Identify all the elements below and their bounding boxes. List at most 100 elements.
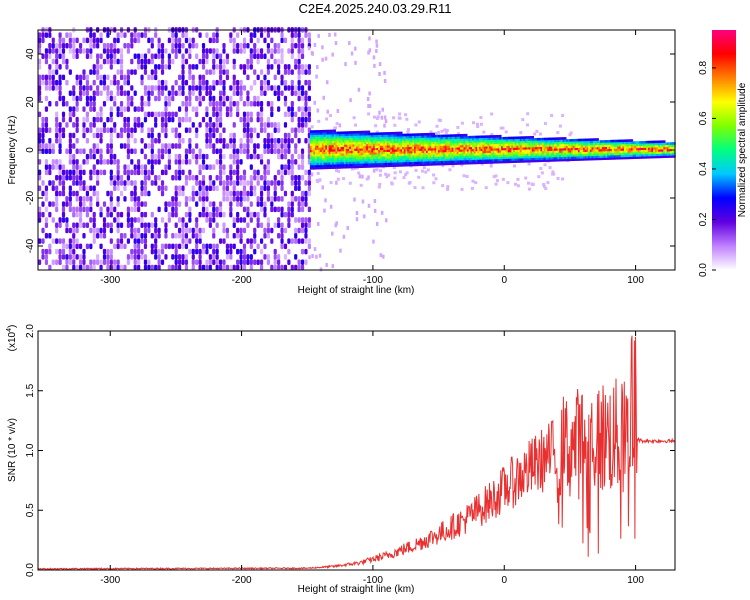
spectrogram-cell bbox=[325, 134, 328, 137]
spectrogram-cell bbox=[350, 137, 354, 141]
spectrogram-cell bbox=[75, 222, 79, 228]
spectrogram-cell bbox=[460, 159, 463, 163]
spectrogram-cell bbox=[205, 69, 209, 75]
spectrogram-cell bbox=[55, 174, 59, 181]
spectrogram-cell bbox=[381, 147, 384, 151]
spectrogram-cell bbox=[326, 153, 330, 157]
spectrogram-cell bbox=[367, 158, 371, 162]
spectrogram-cell bbox=[408, 146, 412, 150]
spectrogram-cell bbox=[259, 101, 264, 107]
spectrogram-cell bbox=[381, 143, 384, 146]
spectrogram-cell bbox=[535, 148, 538, 152]
spectrogram-cell bbox=[352, 154, 355, 158]
spectrogram-cell bbox=[313, 160, 316, 164]
spectrogram-cell bbox=[229, 174, 233, 181]
spectrogram-cell bbox=[215, 159, 219, 165]
spectrogram-cell bbox=[403, 161, 406, 165]
spectrogram-cell bbox=[201, 196, 206, 202]
spectrogram-cell bbox=[78, 180, 83, 186]
spectrogram-cell bbox=[326, 157, 330, 161]
spectrogram-cell bbox=[72, 206, 76, 213]
spectrogram-cell bbox=[137, 254, 141, 260]
spectrogram-cell bbox=[525, 151, 528, 154]
spectrogram-cell bbox=[72, 180, 76, 186]
spectrogram-cell bbox=[419, 135, 422, 138]
spectrogram-cell bbox=[232, 132, 236, 139]
spectrogram-cell bbox=[256, 217, 260, 223]
spectrogram-cell bbox=[89, 32, 93, 38]
spectrogram-cell bbox=[61, 185, 66, 192]
spectrogram-cell bbox=[174, 264, 178, 271]
spectrogram-cell bbox=[460, 155, 463, 159]
spectrogram-cell bbox=[106, 32, 110, 38]
spectrogram-cell bbox=[68, 248, 72, 255]
spectrogram-cell bbox=[313, 158, 316, 161]
spectrogram-cell bbox=[405, 161, 408, 165]
spectrogram-cell bbox=[567, 156, 570, 160]
spectrogram-cell bbox=[344, 159, 347, 163]
spectrogram-cell bbox=[581, 153, 584, 157]
spectrogram-cell bbox=[591, 149, 594, 152]
spectrogram-cell bbox=[494, 150, 497, 153]
spectrogram-cell bbox=[366, 132, 369, 136]
spectrogram-cell bbox=[326, 129, 330, 133]
spectrogram-cell bbox=[218, 111, 223, 118]
spectrogram-cell bbox=[612, 146, 615, 149]
spectrogram-cell bbox=[495, 179, 499, 183]
spectrogram-cell bbox=[102, 169, 107, 176]
spectrogram-cell bbox=[58, 122, 62, 128]
spectrogram-cell bbox=[205, 138, 209, 144]
spectrogram-cell bbox=[466, 140, 470, 143]
spectrogram-cell bbox=[395, 140, 398, 144]
spectrogram-cell bbox=[198, 233, 202, 239]
spectrogram-cell bbox=[239, 217, 243, 223]
spectrogram-cell bbox=[340, 133, 343, 137]
spectrogram-cell bbox=[119, 106, 124, 112]
spectrogram-cell bbox=[242, 111, 247, 118]
spectrogram-cell bbox=[374, 141, 377, 144]
spectrogram-cell bbox=[246, 148, 250, 155]
spectrogram-cell bbox=[82, 48, 86, 54]
spectrogram-cell bbox=[431, 145, 434, 149]
spectrogram-cell bbox=[215, 185, 219, 192]
spectrogram-cell bbox=[41, 138, 45, 144]
spectrogram-cell bbox=[603, 144, 606, 148]
spectrogram-cell bbox=[51, 58, 55, 65]
spectrogram-cell bbox=[287, 222, 291, 228]
spectrogram-cell bbox=[386, 140, 389, 144]
spectrogram-cell bbox=[637, 154, 640, 157]
spectrogram-cell bbox=[266, 138, 270, 144]
spectrogram-cell bbox=[402, 140, 405, 143]
spectrogram-cell bbox=[362, 130, 366, 134]
spectrogram-cell bbox=[383, 132, 386, 135]
spectrogram-cell bbox=[242, 248, 247, 255]
spectrogram-cell bbox=[72, 233, 76, 239]
spectrogram-cell bbox=[402, 176, 406, 180]
spectrogram-cell bbox=[576, 153, 579, 157]
spectrogram-cell bbox=[378, 182, 382, 186]
spectrogram-cell bbox=[246, 138, 250, 144]
spectrogram-cell bbox=[313, 141, 316, 144]
spectrogram-cell bbox=[449, 134, 453, 137]
spectrogram-cell bbox=[531, 153, 535, 156]
spectrogram-cell bbox=[349, 144, 352, 147]
spectrogram-cell bbox=[350, 131, 354, 134]
spectrogram-cell bbox=[355, 146, 359, 149]
spectrogram-cell bbox=[335, 146, 338, 150]
spectrogram-cell bbox=[320, 160, 323, 163]
spectrogram-cell bbox=[460, 138, 463, 141]
spectrogram-cell bbox=[405, 157, 408, 161]
spectrogram-cell bbox=[395, 144, 398, 148]
spectrogram-cell bbox=[349, 154, 352, 158]
spectrogram-cell bbox=[133, 90, 137, 96]
spectrogram-cell bbox=[290, 48, 294, 54]
spectrogram-cell bbox=[485, 161, 488, 164]
spectrogram-cell bbox=[480, 161, 483, 165]
spectrogram-cell bbox=[167, 243, 171, 250]
spectrogram-cell bbox=[99, 233, 103, 239]
spectrogram-cell bbox=[381, 153, 384, 157]
spectrogram-cell bbox=[642, 153, 646, 157]
spectrogram-cell bbox=[325, 131, 328, 135]
spectrogram-cell bbox=[205, 164, 209, 170]
spectrogram-cell bbox=[595, 142, 598, 146]
